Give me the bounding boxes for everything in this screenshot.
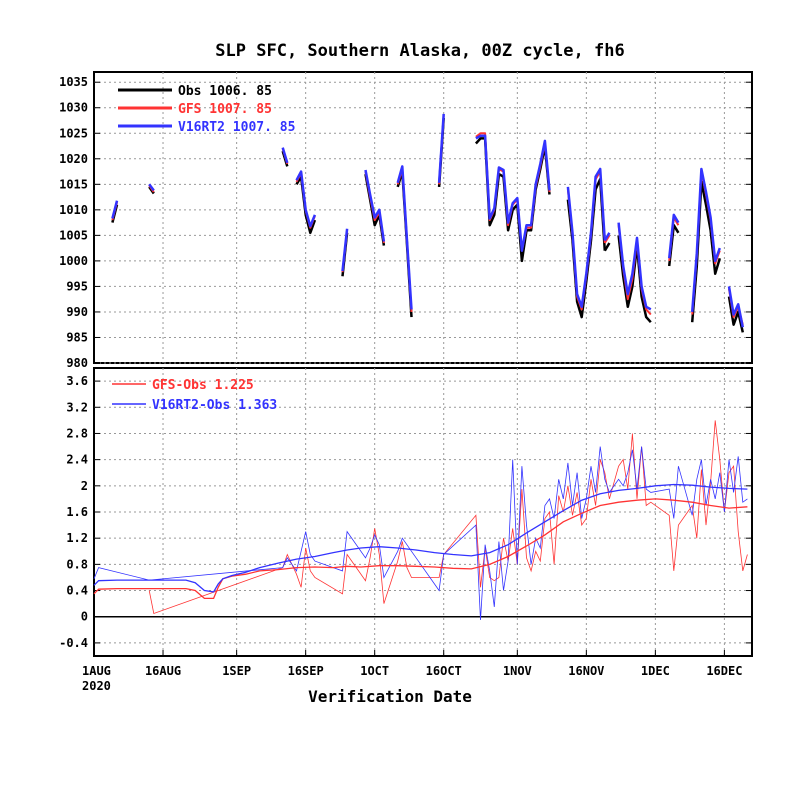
bottom-panel-ytick-label: 2.8: [66, 426, 88, 440]
x-tick-label: 16DEC: [706, 664, 742, 678]
slp-v16-line-4: [341, 228, 349, 272]
top-panel-ytick-label: 980: [66, 356, 88, 370]
slp-obs-line-3: [295, 175, 317, 235]
diff-series-1: [93, 483, 748, 593]
x-tick-label: 1NOV: [503, 664, 532, 678]
bottom-panel-ytick-label: 1.6: [66, 505, 88, 519]
top-panel-ytick-label: 990: [66, 305, 88, 319]
bottom-panel-ytick-label: 2: [81, 479, 88, 493]
x-axis-label: Verification Date: [308, 687, 472, 706]
top-panel-ytick-label: 995: [66, 279, 88, 293]
top-panel-ytick-label: 1030: [59, 101, 88, 115]
bottom-panel-ytick-label: 0: [81, 610, 88, 624]
slp-gfs-line-8: [476, 133, 568, 250]
x-tick-label: 16NOV: [568, 664, 604, 678]
slp-v16-line-3: [295, 170, 317, 228]
top-panel-ytick-label: 1035: [59, 75, 88, 89]
slp-v16-line-6: [396, 165, 413, 310]
bottom-panel-ytick-label: 1.2: [66, 531, 88, 545]
legend-label-2: V16RT2 1007. 85: [178, 120, 295, 135]
legend-label-0: Obs 1006. 85: [178, 84, 272, 99]
slp-v16-line-8: [476, 136, 568, 251]
top-panel-frame: [93, 71, 753, 364]
diff-series-0: [93, 498, 748, 600]
bottom-panel-ytick-label: 0.8: [66, 557, 88, 571]
slp-v16-line-5: [364, 169, 386, 242]
x-tick-label: 16AUG: [145, 664, 181, 678]
diff-series-2: [148, 420, 748, 615]
bottom-panel-ytick-label: 3.2: [66, 400, 88, 414]
x-tick-label: 1OCT: [360, 664, 389, 678]
slp-gfs-line-10: [603, 234, 611, 244]
bottom-panel-ytick-label: 0.4: [66, 584, 88, 598]
top-panel-ytick-label: 1025: [59, 126, 88, 140]
slp-v16-line-10: [603, 232, 611, 242]
slp-v16-line-7: [437, 113, 445, 183]
slp-v16-line-9: [566, 167, 607, 309]
top-panel-ytick-label: 1015: [59, 177, 88, 191]
slp-v16-line-13: [690, 167, 721, 312]
slp-v16-line-12: [667, 213, 680, 259]
diff-series-3: [93, 446, 748, 621]
slp-v16-line-14: [727, 286, 745, 328]
bottom-panel-differences: -0.4 0 0.4 0.8 1.2 1.6 2 2.4 2.8 3.2 3.6 GFS-Obs 1.…: [59, 367, 753, 657]
chart-title: SLP SFC, Southern Alaska, 00Z cycle, fh6: [215, 41, 624, 61]
bottom-panel-ytick-label: 2.4: [66, 453, 88, 467]
slp-v16-line-2: [281, 147, 289, 164]
x-axis: 1AUG 16AUG 1SEP 16SEP 1OCT 16OCT 1NOV 16NOV 1DEC…: [82, 650, 742, 693]
bottom-panel-ytick-label: 3.6: [66, 374, 88, 388]
x-tick-label: 16SEP: [288, 664, 324, 678]
legend-label-1: GFS 1007. 85: [178, 102, 272, 117]
x-tick-label: 16OCT: [426, 664, 462, 678]
slp-obs-line-10: [603, 242, 611, 252]
x-tick-label: 1DEC: [641, 664, 670, 678]
top-panel-ytick-label: 1000: [59, 254, 88, 268]
diff-legend-label-0: GFS-Obs 1.225: [152, 378, 254, 393]
x-year-label: 2020: [82, 679, 111, 693]
x-tick-label: 1SEP: [222, 664, 251, 678]
slp-v16-line-0: [111, 200, 119, 219]
slp-v16-line-1: [148, 183, 155, 192]
slp-v16-line-11: [617, 222, 652, 311]
x-tick-label: 1AUG: [82, 664, 111, 678]
top-panel-ytick-label: 1010: [59, 203, 88, 217]
bottom-panel-ytick-label: -0.4: [59, 636, 88, 650]
top-panel-ytick-label: 1020: [59, 152, 88, 166]
top-panel-slp: 980 985 990 995 1000 1005 1010 1015 1020 1025 1030…: [59, 71, 753, 370]
diff-legend-label-1: V16RT2-Obs 1.363: [152, 398, 277, 413]
top-panel-ytick-label: 985: [66, 330, 88, 344]
top-panel-ytick-label: 1005: [59, 228, 88, 242]
